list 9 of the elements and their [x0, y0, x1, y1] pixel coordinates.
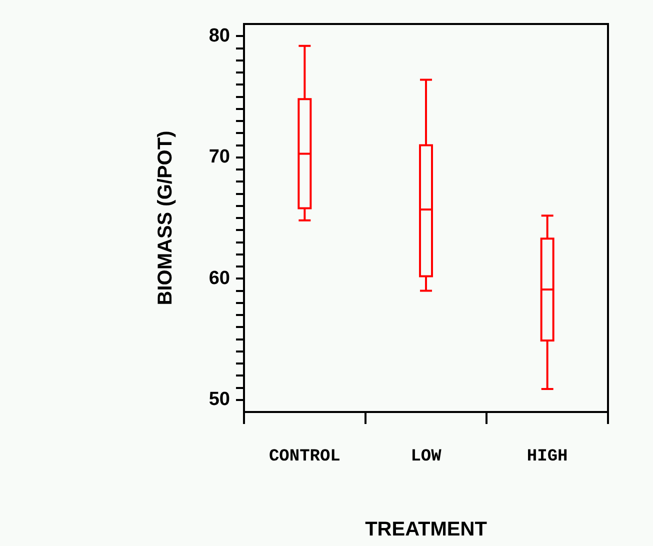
y-tick-label: 80 [208, 25, 230, 46]
y-tick-label: 70 [208, 146, 230, 168]
y-axis-title: BIOMASS (G/POT) [154, 130, 177, 306]
x-tick-label: CONTROL [268, 447, 340, 466]
x-axis-title: TREATMENT [365, 518, 487, 541]
x-tick-label: LOW [410, 447, 442, 466]
x-tick-label: HIGH [526, 447, 568, 466]
y-tick-label: 50 [208, 389, 230, 410]
y-tick-label: 60 [208, 268, 230, 289]
